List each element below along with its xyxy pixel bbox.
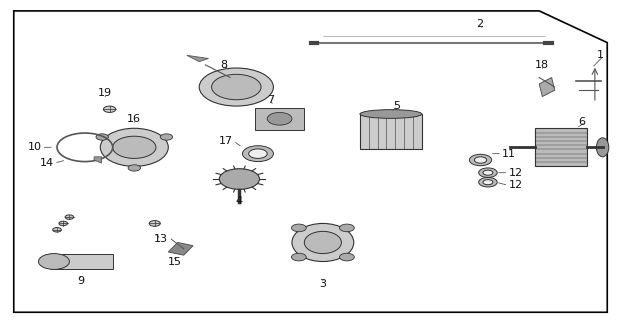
Bar <box>360 114 422 149</box>
Circle shape <box>479 168 497 178</box>
Polygon shape <box>187 55 209 62</box>
Circle shape <box>483 180 493 185</box>
Text: 1: 1 <box>597 50 604 60</box>
Circle shape <box>96 134 109 140</box>
Circle shape <box>340 224 355 232</box>
Text: 3: 3 <box>319 279 327 289</box>
Circle shape <box>267 112 292 125</box>
Text: 12: 12 <box>509 168 522 178</box>
Ellipse shape <box>292 223 354 261</box>
Circle shape <box>479 178 497 187</box>
Ellipse shape <box>304 231 342 253</box>
Polygon shape <box>94 157 102 163</box>
Text: 12: 12 <box>509 180 522 190</box>
Text: 6: 6 <box>579 117 586 127</box>
Circle shape <box>128 165 140 171</box>
Text: 11: 11 <box>502 149 516 159</box>
Text: 17: 17 <box>219 136 233 146</box>
Circle shape <box>199 68 273 106</box>
Circle shape <box>39 253 70 269</box>
Text: 8: 8 <box>220 60 227 70</box>
Text: 15: 15 <box>168 257 181 267</box>
Ellipse shape <box>219 169 260 189</box>
Circle shape <box>242 146 273 162</box>
Text: 18: 18 <box>535 60 550 70</box>
Text: 4: 4 <box>236 196 243 206</box>
Circle shape <box>103 106 116 112</box>
Circle shape <box>65 215 74 219</box>
Circle shape <box>340 253 355 261</box>
Text: 19: 19 <box>98 88 112 98</box>
Text: 16: 16 <box>127 114 142 124</box>
Ellipse shape <box>101 128 168 166</box>
Bar <box>51 253 112 269</box>
Circle shape <box>248 149 267 158</box>
Text: 7: 7 <box>267 95 274 105</box>
Text: 5: 5 <box>394 101 401 111</box>
Text: 2: 2 <box>476 19 484 28</box>
Circle shape <box>149 220 160 226</box>
Polygon shape <box>168 243 193 255</box>
Circle shape <box>469 154 492 166</box>
Text: 13: 13 <box>154 234 168 244</box>
Ellipse shape <box>596 138 609 157</box>
Text: 10: 10 <box>27 142 42 152</box>
Circle shape <box>212 74 261 100</box>
Text: 9: 9 <box>77 276 84 285</box>
Circle shape <box>291 253 306 261</box>
Circle shape <box>474 157 487 163</box>
Circle shape <box>112 136 156 158</box>
Circle shape <box>53 228 61 232</box>
Bar <box>535 128 587 166</box>
Polygon shape <box>539 77 555 97</box>
Circle shape <box>291 224 306 232</box>
Circle shape <box>483 170 493 175</box>
Ellipse shape <box>360 110 422 118</box>
Text: 14: 14 <box>40 158 54 168</box>
Circle shape <box>59 221 68 226</box>
Circle shape <box>160 134 173 140</box>
Bar <box>255 108 304 130</box>
